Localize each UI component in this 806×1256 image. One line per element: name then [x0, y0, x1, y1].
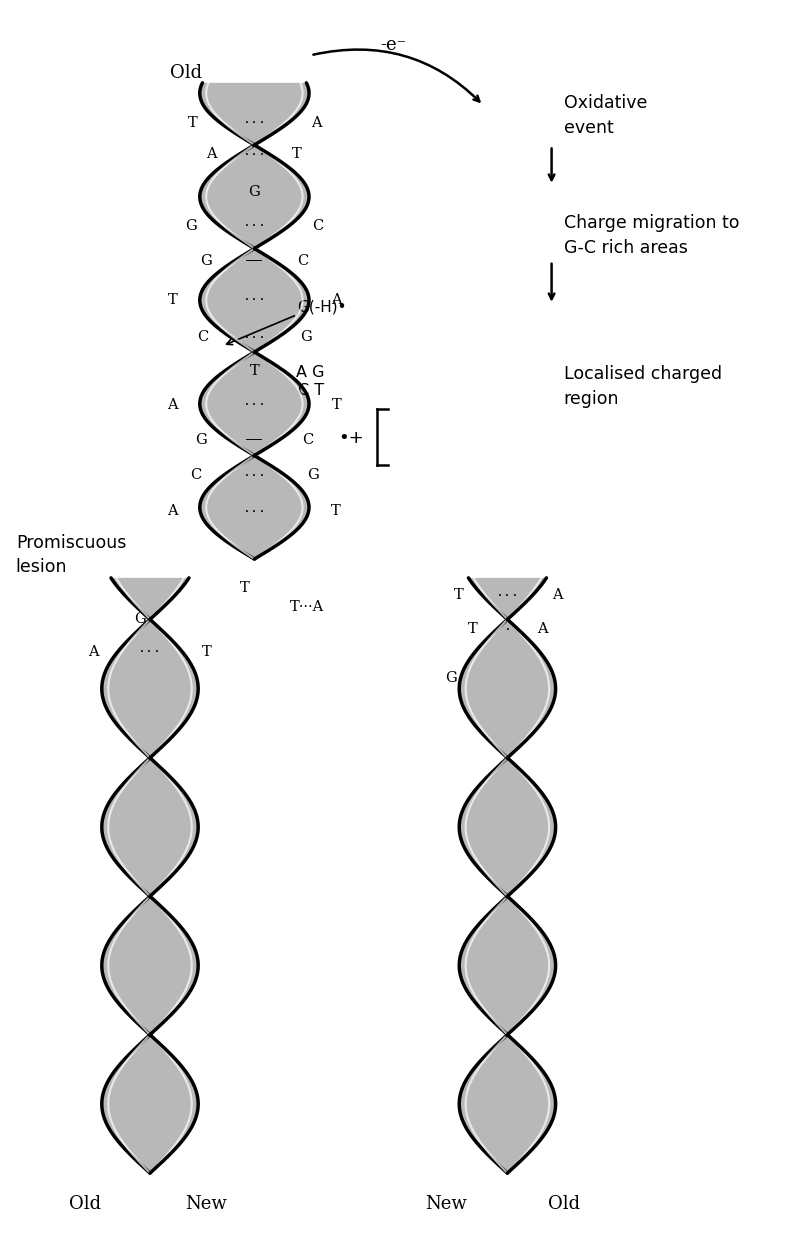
Text: ···: ···: [243, 220, 267, 232]
Text: G: G: [200, 254, 212, 268]
Text: G(-H)•: G(-H)•: [297, 300, 347, 315]
Text: T: T: [331, 398, 341, 412]
Text: G: G: [185, 219, 197, 232]
Text: Charge migration to
G-C rich areas: Charge migration to G-C rich areas: [563, 215, 739, 257]
Text: New: New: [425, 1196, 467, 1213]
Text: G: G: [195, 433, 207, 447]
Text: T: T: [250, 364, 260, 378]
Text: ···: ···: [243, 505, 267, 517]
Text: G: G: [445, 671, 457, 685]
Text: Oxidative
event: Oxidative event: [563, 94, 647, 137]
Text: ···: ···: [496, 589, 519, 602]
Polygon shape: [200, 352, 309, 456]
Text: A: A: [206, 147, 217, 161]
Text: A: A: [551, 588, 563, 603]
Text: C: C: [312, 219, 323, 232]
Text: ···: ···: [243, 293, 267, 306]
Text: Localised charged
region: Localised charged region: [563, 364, 721, 408]
Text: Old: Old: [69, 1196, 101, 1213]
Text: G: G: [301, 330, 312, 344]
Text: A: A: [167, 505, 178, 519]
Text: T: T: [168, 293, 177, 306]
Text: T: T: [202, 644, 211, 659]
Text: A: A: [331, 293, 342, 306]
Polygon shape: [468, 578, 546, 619]
Text: ––: ––: [247, 254, 263, 268]
Text: C: C: [190, 468, 202, 482]
Text: ···: ···: [243, 468, 267, 481]
Polygon shape: [200, 456, 309, 559]
Text: A: A: [538, 622, 548, 637]
Text: T: T: [331, 505, 341, 519]
Text: T: T: [240, 580, 250, 595]
Text: T···A: T···A: [289, 599, 324, 614]
Polygon shape: [200, 249, 309, 352]
Text: T: T: [467, 622, 477, 637]
Text: A: A: [167, 398, 177, 412]
Text: T: T: [454, 588, 463, 603]
Text: Promiscuous
lesion: Promiscuous lesion: [16, 534, 127, 575]
Text: C: C: [297, 254, 308, 268]
Polygon shape: [102, 759, 198, 897]
Text: T: T: [189, 116, 198, 129]
Polygon shape: [102, 619, 198, 759]
Polygon shape: [459, 759, 555, 897]
Text: A: A: [88, 644, 98, 659]
Polygon shape: [102, 897, 198, 1035]
Text: New: New: [185, 1196, 227, 1213]
Text: ···: ···: [243, 148, 267, 161]
Text: -e⁻: -e⁻: [380, 36, 406, 54]
Polygon shape: [459, 897, 555, 1035]
Text: ···: ···: [243, 398, 267, 412]
Text: ·: ·: [504, 623, 512, 636]
Text: C: C: [197, 330, 208, 344]
Text: ···: ···: [243, 117, 267, 129]
Text: Old: Old: [547, 1196, 580, 1213]
Polygon shape: [111, 578, 189, 619]
Text: A G
C T: A G C T: [297, 364, 325, 398]
Text: Old: Old: [170, 64, 202, 82]
Polygon shape: [459, 619, 555, 759]
Text: G: G: [135, 612, 146, 627]
Text: G: G: [307, 468, 319, 482]
Polygon shape: [200, 83, 309, 146]
Text: T: T: [292, 147, 302, 161]
Text: A: A: [311, 116, 322, 129]
Text: ···: ···: [243, 330, 267, 344]
Text: •+: •+: [339, 428, 364, 447]
Text: C: C: [301, 433, 313, 447]
Text: ––: ––: [247, 433, 263, 447]
Text: G: G: [248, 185, 260, 198]
Text: ···: ···: [138, 646, 162, 658]
Polygon shape: [459, 1035, 555, 1173]
Polygon shape: [102, 1035, 198, 1173]
Polygon shape: [200, 146, 309, 249]
